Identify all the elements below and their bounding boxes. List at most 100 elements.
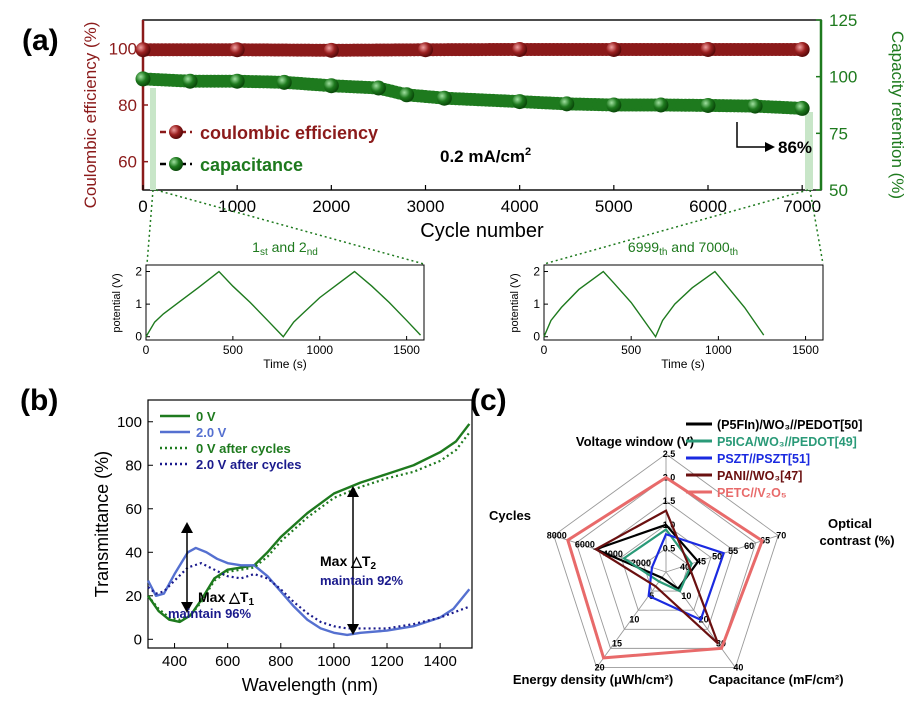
coulombic-marker-1 xyxy=(229,42,245,58)
a-rtick-label-3: 125 xyxy=(829,11,857,30)
panel-a-main-chart: 0 1000 2000 3000 4000 5000 6000 7000 60 80 100 50… xyxy=(81,11,907,242)
b-series-2 xyxy=(147,431,471,621)
radar-legend-label-1: P5ICA/WO₃//PEDOT[49] xyxy=(717,435,857,449)
inset2-xlabel-0: 0 xyxy=(541,343,548,357)
capacitance-marker-9 xyxy=(559,96,575,112)
radar-tick-1-2: 50 xyxy=(712,551,722,561)
a-xtick-label-5: 5000 xyxy=(595,197,633,216)
radar-ring-2 xyxy=(620,524,712,611)
panel-c-radar-chart: 0.5 1.0 1.5 2.0 2.5 40 45 50 55 60 65 70 10 20 30 40 5 10… xyxy=(489,418,895,687)
radar-axis-cycles: Cycles xyxy=(489,508,531,523)
radar-axis-optical-2: contrast (%) xyxy=(819,533,894,548)
panel-a-right-ticks: 50 75 100 125 xyxy=(816,11,857,200)
radar-tick-3-0: 5 xyxy=(649,591,654,601)
radar-series-0 xyxy=(592,523,700,591)
a-xtick-label-2: 2000 xyxy=(312,197,350,216)
capacitance-marker-8 xyxy=(512,94,528,110)
inset-1-ticks: 0 500 1000 1500 0 1 2 xyxy=(135,265,420,357)
radar-ring-5 xyxy=(553,453,779,668)
retention-annotation: 86% xyxy=(736,122,812,157)
capacitance-marker-0 xyxy=(135,71,151,87)
panel-b-chart: 400 600 800 1000 1200 1400 0 20 40 60 80 100 Wavele… xyxy=(92,399,473,695)
radar-tick-4-2: 6000 xyxy=(575,540,595,550)
panel-b-x-label: Wavelength (nm) xyxy=(242,675,378,695)
capacitance-marker-4 xyxy=(323,78,339,94)
radar-series-4 xyxy=(566,475,765,660)
b-legend-label-3: 2.0 V after cycles xyxy=(196,457,302,472)
radar-tick-0-4: 2.5 xyxy=(663,449,676,459)
radar-tick-4-3: 8000 xyxy=(547,531,567,541)
radar-ring-1 xyxy=(643,547,689,592)
coulombic-series xyxy=(135,41,810,58)
inset-1-y-label: potential (V) xyxy=(111,273,123,332)
radar-tick-1-3: 55 xyxy=(728,546,738,556)
delta-t2-annotation: Max △T2 maintain 92% xyxy=(320,486,404,635)
delta-t1-annotation: Max △T1 maintain 96% xyxy=(168,522,254,621)
coulombic-marker-0 xyxy=(135,42,151,58)
panel-label-c: (c) xyxy=(470,384,507,417)
panel-b-ticks: 400 600 800 1000 1200 1400 0 20 40 60 80 100 xyxy=(117,414,457,670)
b-xlabel-1: 600 xyxy=(215,653,240,670)
inset2-xlabel-2: 1000 xyxy=(705,343,732,357)
radar-tick-2-0: 10 xyxy=(681,591,691,601)
radar-tick-2-3: 40 xyxy=(733,662,743,672)
radar-tick-1-0: 40 xyxy=(680,562,690,572)
legend-capacitance: capacitance xyxy=(160,155,303,175)
inset2-xlabel-3: 1500 xyxy=(792,343,819,357)
inset2-ylabel-2: 2 xyxy=(533,265,540,279)
b-ylabel-0: 0 xyxy=(134,631,142,648)
capacitance-marker-3 xyxy=(276,74,292,90)
panel-label-b: (b) xyxy=(20,384,58,417)
radar-spoke-4 xyxy=(553,535,667,573)
inset-2-potential-curve xyxy=(543,270,765,339)
capacitance-marker-10 xyxy=(606,97,622,113)
current-density-annotation: 0.2 mA/cm2 xyxy=(440,146,531,166)
panel-b-y-label: Transmittance (%) xyxy=(92,451,112,597)
a-xtick-label-1: 1000 xyxy=(218,197,256,216)
coulombic-marker-4 xyxy=(512,41,528,57)
b-ylabel-1: 20 xyxy=(125,588,142,605)
radar-tick-1-4: 60 xyxy=(744,541,754,551)
inset-1-x-label: Time (s) xyxy=(263,357,307,371)
inset1-xlabel-1: 500 xyxy=(223,343,243,357)
radar-tick-2-2: 30 xyxy=(716,639,726,649)
radar-legend-label-4: PETC//V₂O₅ xyxy=(717,486,787,500)
inset1-ylabel-1: 1 xyxy=(135,297,142,311)
radar-legend: (P5FIn)/WO₃//PEDOT[50] P5ICA/WO₃//PEDOT[4… xyxy=(686,418,862,500)
capacitance-marker-11 xyxy=(653,97,669,113)
b-ylabel-5: 100 xyxy=(117,414,142,431)
delta-t2-keep: maintain 92% xyxy=(320,573,404,588)
capacitance-marker-14 xyxy=(794,100,810,116)
a-ltick-label-1: 80 xyxy=(118,96,137,115)
highlight-end xyxy=(805,112,813,190)
inset-2-x-label: Time (s) xyxy=(661,357,705,371)
inset1-xlabel-2: 1000 xyxy=(306,343,333,357)
a-xtick-label-3: 3000 xyxy=(407,197,445,216)
delta-t1-label: Max △T1 xyxy=(198,589,254,608)
panel-a-highlights xyxy=(150,88,813,190)
coulombic-marker-2 xyxy=(323,42,339,58)
b-legend-label-0: 0 V xyxy=(196,409,216,424)
b-xlabel-5: 1400 xyxy=(423,653,456,670)
radar-series-2 xyxy=(647,532,726,622)
b-legend-label-1: 2.0 V xyxy=(196,425,227,440)
a-rtick-label-2: 100 xyxy=(829,68,857,87)
b-ylabel-3: 60 xyxy=(125,501,142,518)
legend-coulombic: coulombic efficiency xyxy=(160,123,378,143)
inset2-ylabel-0: 0 xyxy=(533,330,540,344)
radar-tick-0-1: 1.0 xyxy=(663,520,676,530)
inset-2-frame xyxy=(543,264,824,341)
retention-value: 86% xyxy=(778,138,812,157)
zoom-connector-lines xyxy=(146,189,824,265)
inset1-xlabel-3: 1500 xyxy=(393,343,420,357)
inset-2-title: 6999th and 7000th xyxy=(628,239,738,258)
capacitance-marker-1 xyxy=(182,73,198,89)
b-xlabel-0: 400 xyxy=(162,653,187,670)
radar-axis-optical-1: Optical xyxy=(828,516,872,531)
radar-legend-label-0: (P5FIn)/WO₃//PEDOT[50] xyxy=(717,418,862,432)
b-series-0 xyxy=(147,423,471,624)
panel-label-a: (a) xyxy=(22,24,59,57)
capacitance-marker-6 xyxy=(399,87,415,103)
inset2-xlabel-1: 500 xyxy=(621,343,641,357)
